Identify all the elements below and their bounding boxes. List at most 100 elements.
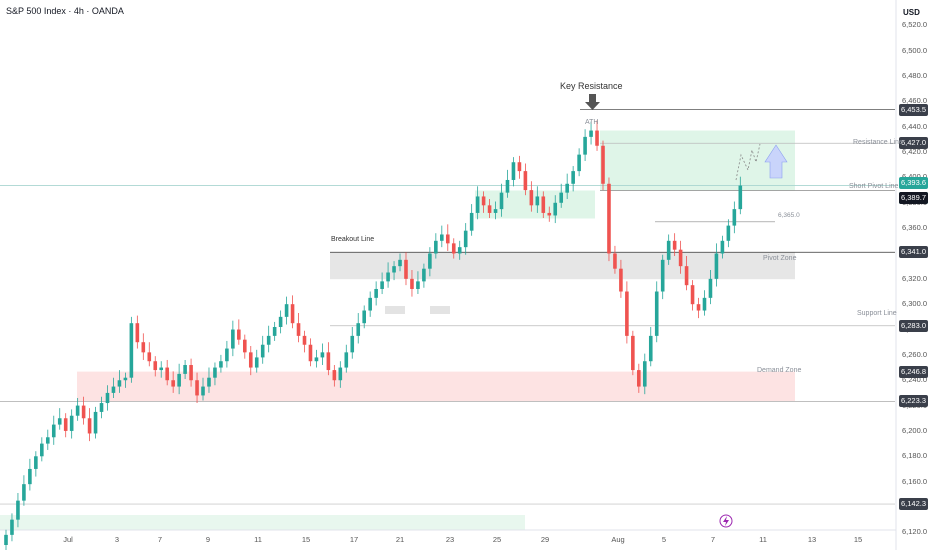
candle-body	[559, 192, 564, 203]
price-tick-label: 6,180.0	[902, 451, 928, 461]
candle-body	[34, 456, 38, 469]
candle-body	[93, 411, 98, 434]
demand-zone-label: Demand Zone	[757, 367, 802, 374]
candle-body	[284, 304, 289, 317]
ath-label: ATH	[585, 119, 599, 126]
candle-body	[386, 272, 390, 282]
candle-body	[81, 405, 86, 419]
candle-body	[22, 484, 26, 501]
candle-body	[732, 209, 737, 226]
price-tag: 6,283.0	[899, 319, 928, 332]
time-tick-label: Jul	[63, 535, 73, 544]
candle-body	[654, 291, 659, 336]
candle-body	[595, 130, 599, 146]
time-tick-label: Aug	[611, 535, 625, 544]
candle-body	[213, 367, 217, 378]
candle-body	[398, 259, 402, 267]
pivot-zone-label: Pivot Zone	[763, 255, 797, 262]
candle-body	[75, 405, 80, 416]
candle-body	[362, 310, 366, 324]
candle-body	[529, 190, 534, 206]
candle-body	[219, 361, 223, 368]
candle-body	[290, 304, 295, 324]
time-tick-label: 21	[395, 535, 405, 544]
price-tag: 6,223.3	[899, 395, 928, 408]
currency-label[interactable]: USD	[903, 8, 920, 17]
candle-body	[481, 196, 486, 206]
candle-body	[159, 367, 164, 371]
candle-body	[475, 196, 480, 213]
price-tag: 6,427.0	[899, 137, 928, 150]
candle-body	[392, 266, 396, 273]
price-tick-label: 6,160.0	[902, 476, 928, 486]
candle-body	[410, 278, 414, 289]
candle-body	[404, 259, 408, 279]
time-tick-label: 25	[492, 535, 502, 544]
candle-body	[243, 339, 247, 353]
time-tick-label: 5	[661, 535, 667, 544]
price-tag: 6,393.6	[899, 176, 928, 189]
price-tick-label: 6,320.0	[902, 273, 928, 283]
candle-body	[51, 424, 56, 438]
candle-body	[487, 205, 492, 213]
support-zone-small	[475, 190, 595, 219]
price-tag: 6,246.8	[899, 365, 928, 378]
price-tick-label: 6,420.0	[902, 147, 928, 157]
candle-body	[63, 418, 68, 431]
candle-body	[302, 335, 307, 345]
candle-body	[702, 297, 707, 311]
candle-body	[631, 335, 635, 371]
zone-marker	[385, 306, 405, 314]
candle-body	[553, 202, 558, 216]
candle-body	[463, 230, 468, 248]
candle-body	[511, 162, 516, 180]
candle-body	[171, 380, 175, 387]
candle-body	[344, 352, 349, 368]
candle-body	[601, 145, 605, 184]
candle-body	[434, 240, 438, 254]
price-tick-label: 6,120.0	[902, 527, 928, 537]
candle-body	[648, 335, 653, 362]
candle-body	[720, 240, 725, 254]
candle-body	[607, 183, 611, 254]
candle-body	[368, 297, 372, 311]
candle-body	[195, 380, 199, 396]
time-tick-label: 3	[114, 535, 120, 544]
candle-body	[499, 192, 504, 210]
candle-body	[696, 304, 701, 311]
candle-body	[237, 329, 241, 340]
lightning-icon	[723, 516, 729, 526]
candle-body	[678, 249, 683, 267]
price-tag: 6,389.7	[899, 192, 928, 205]
candle-body	[320, 352, 325, 358]
candle-body	[583, 136, 587, 155]
key-resistance-arrow	[585, 94, 600, 110]
price-tick-label: 6,240.0	[902, 375, 928, 385]
zone-marker	[430, 306, 450, 314]
projection-path	[735, 143, 761, 181]
candle-body	[135, 323, 140, 343]
candle-body	[99, 403, 104, 412]
time-tick-label: 29	[540, 535, 550, 544]
candle-body	[547, 212, 552, 216]
candle-body	[10, 519, 14, 535]
price-tick-label: 6,460.0	[902, 96, 928, 106]
price-tick-label: 6,480.0	[902, 71, 928, 81]
level-6365-label: 6,365.0	[778, 212, 800, 219]
candle-body	[469, 212, 474, 231]
candle-body	[708, 278, 713, 298]
candle-body	[308, 344, 313, 362]
candle-body	[660, 259, 665, 292]
candle-body	[28, 468, 32, 485]
candle-body	[589, 130, 593, 137]
candle-body	[183, 365, 187, 374]
price-tag: 6,341.0	[899, 246, 928, 259]
time-tick-label: 17	[349, 535, 359, 544]
candle-body	[231, 329, 235, 349]
candle-body	[141, 342, 146, 353]
candle-body	[738, 185, 743, 210]
time-tick-label: 11	[759, 535, 767, 544]
candle-body	[314, 357, 319, 362]
